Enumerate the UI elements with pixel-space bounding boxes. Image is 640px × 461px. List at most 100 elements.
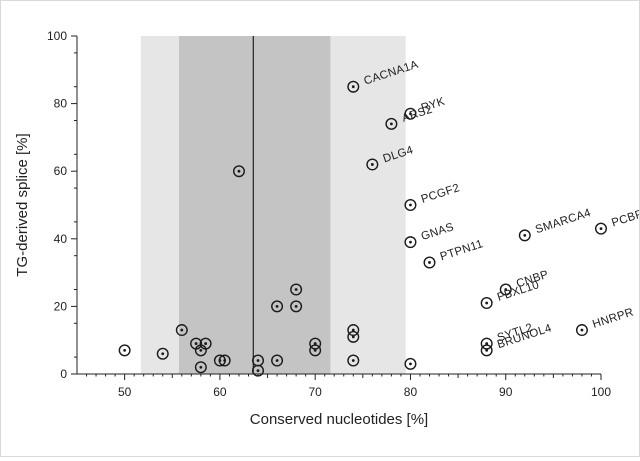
point-ring: [347, 354, 360, 367]
data-point: [290, 283, 303, 296]
data-point: [199, 337, 212, 350]
point-dot: [390, 122, 393, 126]
point-dot: [504, 288, 508, 291]
y-axis-title: TG-derived splice [%]: [14, 133, 31, 276]
x-tick-label: 80: [404, 385, 418, 399]
y-tick-label: 0: [60, 367, 67, 381]
point-ring: [404, 357, 417, 370]
data-point: [309, 337, 322, 350]
data-point: [499, 283, 512, 296]
point-dot: [313, 342, 317, 345]
data-point: [595, 222, 608, 235]
point-dot: [409, 362, 412, 366]
point-dot: [223, 359, 227, 362]
range-bands: [140, 36, 406, 374]
point-ring: [175, 324, 188, 337]
point-dot: [428, 261, 431, 264]
point-dot: [180, 328, 184, 332]
point-ring: [271, 300, 284, 313]
data-point: [404, 107, 417, 120]
point-ring: [404, 107, 417, 120]
data-point: [175, 324, 188, 337]
data-point: [385, 117, 398, 130]
data-point: [347, 80, 360, 93]
point-dot: [599, 227, 603, 231]
point-ring: [595, 222, 608, 235]
point-ring: [499, 283, 512, 296]
data-point: [118, 344, 131, 357]
point-ring: [347, 80, 360, 93]
data-point: [480, 344, 493, 357]
point-ring: [480, 344, 493, 357]
data-point: [252, 364, 265, 377]
point-dot: [294, 288, 298, 291]
x-tick-label: 90: [499, 385, 513, 399]
point-ring: [118, 344, 131, 357]
point-ring: [271, 354, 284, 367]
point-ring: [347, 324, 360, 337]
data-point: [218, 354, 231, 367]
point-ring: [347, 330, 360, 343]
data-point: [347, 330, 360, 343]
y-tick-label: 20: [54, 299, 68, 313]
point-dot: [256, 369, 260, 373]
x-tick-label: 60: [213, 385, 227, 399]
data-point: [480, 337, 493, 350]
data-point: [480, 297, 493, 310]
point-dot: [313, 348, 317, 352]
point-ring: [232, 165, 245, 178]
y-tick-label: 100: [47, 29, 67, 43]
data-point: [518, 229, 531, 242]
point-dot: [194, 342, 198, 345]
point-ring: [575, 324, 588, 337]
data-point: [232, 165, 245, 178]
point-ring: [480, 297, 493, 310]
data-point: [347, 324, 360, 337]
point-dot: [485, 342, 489, 345]
point-ring: [423, 256, 436, 269]
point-ring: [480, 337, 493, 350]
point-dot: [409, 240, 412, 244]
x-tick-label: 100: [591, 385, 611, 399]
point-ring: [252, 364, 265, 377]
data-point: [309, 344, 322, 357]
point-ring: [309, 337, 322, 350]
y-tick-label: 60: [54, 164, 68, 178]
y-tick-label: 80: [54, 97, 68, 111]
point-ring: [385, 117, 398, 130]
data-point: [156, 347, 169, 360]
point-ring: [290, 300, 303, 313]
point-dot: [237, 169, 241, 173]
point-ring: [194, 361, 207, 374]
data-point: [404, 236, 417, 249]
point-ring: [366, 158, 379, 171]
point-ring: [404, 236, 417, 249]
data-point: [366, 158, 379, 171]
data-points: [118, 80, 608, 377]
point-dot: [351, 328, 355, 332]
data-point: [194, 361, 207, 374]
point-ring: [218, 354, 231, 367]
y-tick-label: 40: [54, 232, 68, 246]
point-dot: [409, 112, 412, 116]
point-ring: [199, 337, 212, 350]
point-dot: [523, 234, 527, 237]
data-point: [575, 324, 588, 337]
point-dot: [351, 359, 355, 362]
data-point: [423, 256, 436, 269]
x-axis-title: Conserved nucleotides [%]: [250, 411, 428, 428]
point-label: SMARCA4: [534, 207, 593, 236]
x-tick-label: 70: [309, 385, 323, 399]
point-dot: [204, 342, 208, 345]
point-ring: [518, 229, 531, 242]
data-point: [271, 300, 284, 313]
point-label: HNRPR: [591, 306, 635, 331]
point-dot: [199, 365, 203, 369]
data-point: [347, 354, 360, 367]
point-label: GNAS: [420, 221, 456, 243]
point-dot: [351, 85, 355, 89]
point-dot: [370, 163, 374, 166]
point-dot: [199, 348, 203, 352]
